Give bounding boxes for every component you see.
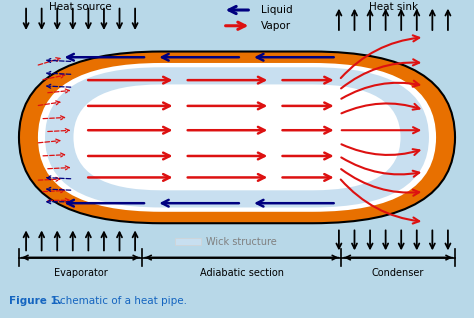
Text: Heat sink: Heat sink	[369, 2, 418, 12]
FancyBboxPatch shape	[19, 52, 455, 223]
Text: Liquid: Liquid	[261, 5, 292, 15]
FancyBboxPatch shape	[73, 84, 401, 190]
Text: Condenser: Condenser	[372, 268, 424, 278]
Text: Evaporator: Evaporator	[54, 268, 108, 278]
Text: Heat source: Heat source	[49, 2, 112, 12]
Text: Vapor: Vapor	[261, 21, 291, 31]
FancyBboxPatch shape	[45, 67, 429, 207]
Text: Figure 1.: Figure 1.	[9, 295, 62, 306]
Bar	[175, 238, 201, 245]
Text: Schematic of a heat pipe.: Schematic of a heat pipe.	[50, 295, 187, 306]
Text: Adiabatic section: Adiabatic section	[200, 268, 284, 278]
FancyBboxPatch shape	[38, 63, 436, 212]
Text: Wick structure: Wick structure	[206, 237, 277, 246]
